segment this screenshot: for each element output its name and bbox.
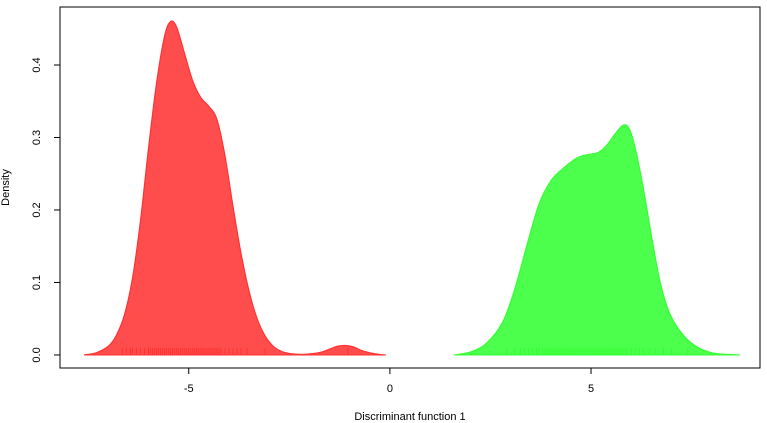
y-tick-label: 0.3 xyxy=(31,130,43,145)
x-axis-title: Discriminant function 1 xyxy=(354,411,465,423)
x-tick-label: -5 xyxy=(184,383,194,395)
x-tick-label: 0 xyxy=(387,383,393,395)
x-axis: -5 0 5 xyxy=(184,367,594,395)
series-layer xyxy=(84,20,740,356)
density-area-1 xyxy=(84,20,386,356)
y-tick-label: 0.4 xyxy=(31,57,43,72)
x-tick-label: 5 xyxy=(588,383,594,395)
y-axis-title: Density xyxy=(0,169,12,206)
y-tick-label: 0.1 xyxy=(31,275,43,290)
y-tick-label: 0.0 xyxy=(31,347,43,362)
density-area-2 xyxy=(454,124,740,356)
y-tick-label: 0.2 xyxy=(31,202,43,217)
y-axis: 0.0 0.1 0.2 0.3 0.4 xyxy=(31,57,61,363)
rug-layer xyxy=(121,347,689,355)
